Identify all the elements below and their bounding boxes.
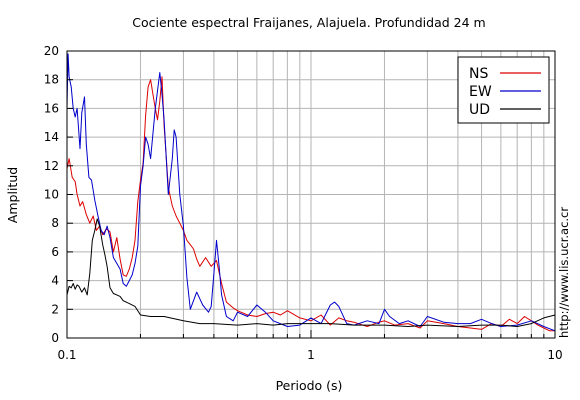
y-tick-label: 2 [51, 302, 59, 316]
series-line-ud [66, 218, 556, 327]
series-line-ew [66, 53, 556, 332]
x-tick-label: 0.1 [57, 348, 76, 362]
y-axis-label: Amplitud [5, 167, 20, 223]
legend: NS EW UD [457, 56, 550, 124]
x-tick-label: 10 [547, 348, 562, 362]
legend-box [457, 56, 550, 124]
legend-label-ud: UD [469, 102, 490, 118]
legend-label-ns: NS [469, 66, 488, 82]
chart-title: Cociente espectral Fraijanes, Alajuela. … [132, 15, 485, 30]
y-tick-label: 10 [44, 188, 59, 202]
y-tick-label: 18 [44, 73, 59, 87]
series-lines [66, 53, 556, 332]
y-tick-label: 16 [44, 101, 59, 115]
y-tick-label: 4 [51, 274, 59, 288]
y-tick-label: 14 [44, 130, 59, 144]
y-tick-label: 0 [51, 331, 59, 345]
y-tick-label: 8 [51, 216, 59, 230]
legend-label-ew: EW [469, 84, 492, 100]
y-tick-label: 6 [51, 245, 59, 259]
website-annotation: http://www.lis.ucr.ac.cr [557, 207, 571, 338]
series-line-ns [66, 76, 555, 332]
x-tick-label: 1 [307, 348, 315, 362]
y-tick-label: 20 [44, 44, 59, 58]
ticks: 0 2 4 6 8 10 12 14 16 18 20 0.1 1 10 [44, 44, 563, 362]
x-axis-label: Periodo (s) [276, 378, 343, 393]
y-tick-label: 12 [44, 159, 59, 173]
